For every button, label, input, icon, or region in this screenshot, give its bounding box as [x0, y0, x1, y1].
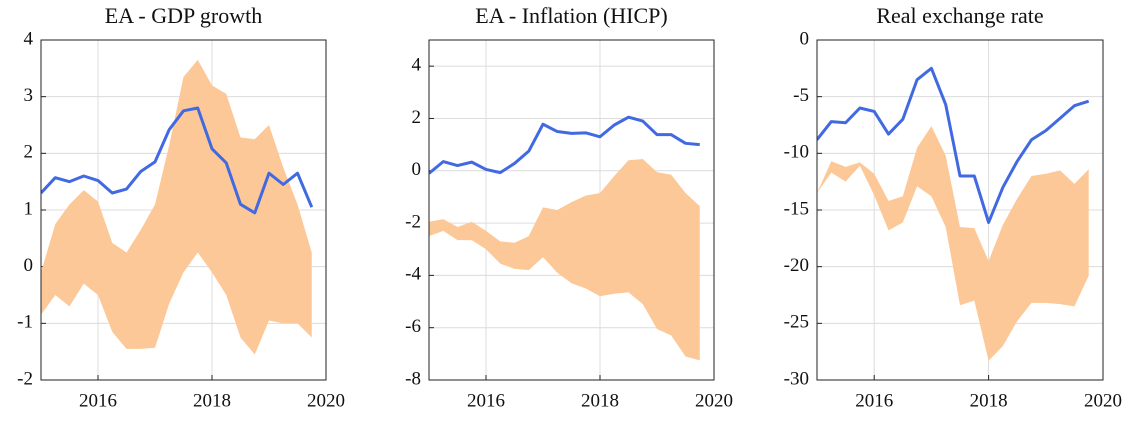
panel: -30 -25 -20 -15 -10 -5 0 2016 2018 2020 Real excha…	[784, 3, 1122, 411]
y-tick-label: -1	[17, 312, 33, 333]
y-tick-label: 1	[24, 198, 34, 219]
axes-frame	[40, 39, 327, 381]
plot-area	[41, 59, 314, 355]
y-tick-label: -2	[17, 368, 33, 389]
line	[41, 106, 314, 215]
y-tick-label: -2	[405, 211, 421, 232]
y-tick-label: -15	[784, 198, 809, 219]
y-tick-label: 2	[24, 142, 34, 163]
chart-title: EA - Inflation (HICP)	[475, 3, 667, 28]
y-tick-label: -6	[405, 316, 421, 337]
plot-area	[817, 66, 1090, 361]
y-tick-label: 2	[412, 107, 422, 128]
axes-frame	[816, 39, 1104, 381]
panel: -2 -1 0 1 2 3 4 2016 2018 2020 EA - GDP growth	[17, 3, 345, 411]
y-tick-label: 0	[800, 28, 810, 49]
y-tick-label: 0	[412, 159, 422, 180]
x-tick-label: 2016	[79, 390, 117, 411]
chart-title: EA - GDP growth	[105, 3, 262, 28]
chart-title: Real exchange rate	[876, 3, 1043, 28]
axes-frame	[428, 39, 715, 381]
x-tick-label: 2018	[193, 390, 231, 411]
line	[429, 115, 700, 175]
x-tick-label: 2016	[855, 390, 893, 411]
y-tick-label: -4	[405, 264, 421, 285]
y-tick-label: 4	[412, 55, 422, 76]
y-tick-label: 0	[24, 255, 34, 276]
y-tick-label: -25	[784, 312, 809, 333]
y-tick-label: -20	[784, 255, 809, 276]
x-tick-label: 2020	[307, 390, 345, 411]
plot-area	[429, 115, 700, 361]
y-tick-label: 4	[24, 28, 34, 49]
band	[429, 159, 700, 361]
y-tick-label: -30	[784, 368, 809, 389]
x-tick-label: 2018	[581, 390, 619, 411]
x-tick-label: 2020	[695, 390, 733, 411]
y-tick-label: 3	[24, 85, 34, 106]
y-tick-label: -8	[405, 368, 421, 389]
band	[41, 59, 312, 355]
x-tick-label: 2020	[1084, 390, 1122, 411]
line	[817, 66, 1090, 224]
x-tick-label: 2018	[970, 390, 1008, 411]
y-tick-label: -5	[793, 85, 809, 106]
y-tick-label: -10	[784, 142, 809, 163]
panel: -8 -6 -4 -2 0 2 4 2016 2018 2020 EA - Inflation (H…	[405, 3, 733, 411]
x-tick-label: 2016	[467, 390, 505, 411]
band	[817, 126, 1089, 361]
